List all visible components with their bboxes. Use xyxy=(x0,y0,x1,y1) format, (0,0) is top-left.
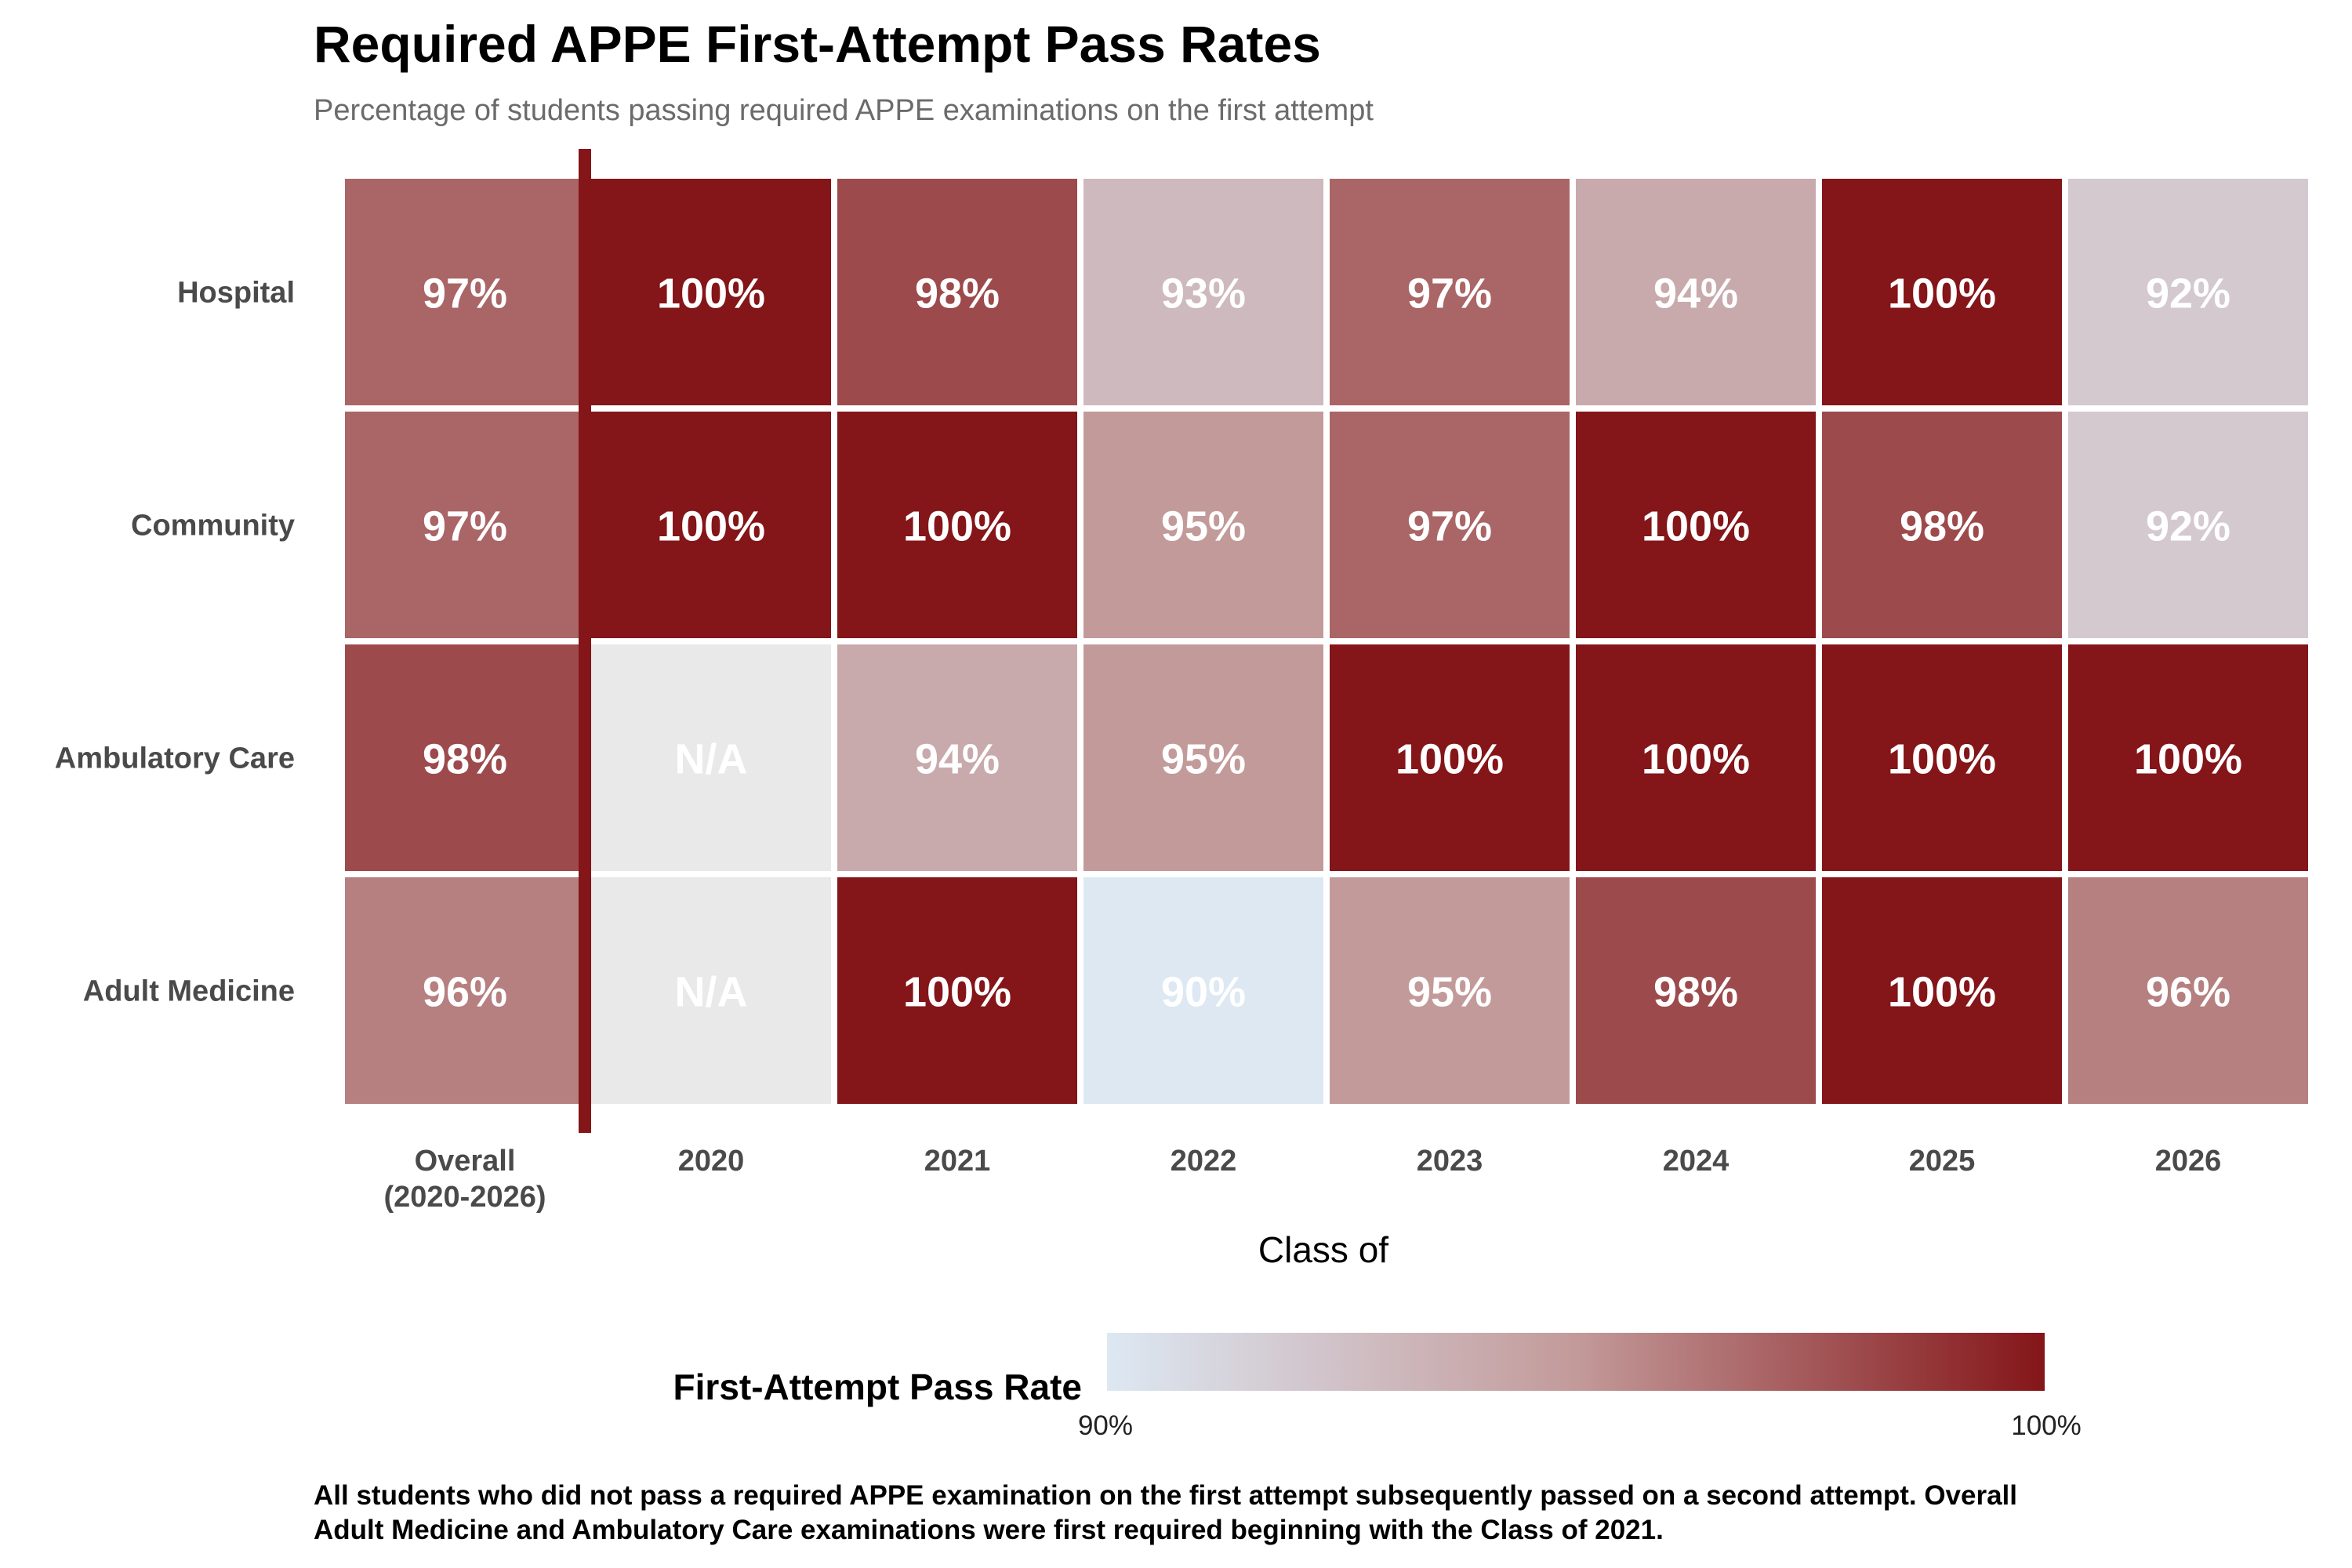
caption-line-2: Adult Medicine and Ambulatory Care exami… xyxy=(314,1515,1664,1545)
heatmap-cell xyxy=(591,179,831,405)
legend-min-label: 90% xyxy=(1078,1410,1133,1441)
heatmap-cell xyxy=(1330,412,1570,638)
heatmap-cell-label: 98% xyxy=(1900,503,1984,550)
heatmap-cell-label: 95% xyxy=(1161,503,1246,550)
heatmap-cell xyxy=(1083,412,1323,638)
legend-max-label: 100% xyxy=(2011,1410,2082,1441)
heatmap-cell xyxy=(1576,644,1816,871)
heatmap-cell xyxy=(591,877,831,1104)
column-label: 2023 xyxy=(1417,1145,1483,1178)
heatmap-cell-label: 90% xyxy=(1161,969,1246,1016)
heatmap-cell xyxy=(1822,644,2062,871)
heatmap-cell-label: N/A xyxy=(675,736,748,783)
heatmap-cell xyxy=(2068,644,2308,871)
heatmap-cell-label: 100% xyxy=(1888,736,1996,783)
heatmap-cell-label: 98% xyxy=(915,270,1000,318)
heatmap-cell xyxy=(2068,877,2308,1104)
heatmap-cell xyxy=(1576,412,1816,638)
heatmap-cell xyxy=(2068,412,2308,638)
column-label: 2026 xyxy=(2155,1145,2222,1178)
heatmap-cells: 97% 100% 98% 93% 97% 94% 100% 92% 97% 100% 100% 95%… xyxy=(345,179,2308,1104)
heatmap-cell-label: 100% xyxy=(1888,270,1996,318)
caption-line-1: All students who did not pass a required… xyxy=(314,1480,2018,1511)
heatmap-cell xyxy=(1576,877,1816,1104)
heatmap-cell xyxy=(1822,877,2062,1104)
heatmap-cell-label: N/A xyxy=(675,969,748,1016)
heatmap-chart: 97% 100% 98% 93% 97% 94% 100% 92% 97% 100% 100% 95%… xyxy=(55,149,2308,1441)
column-label: 2025 xyxy=(1909,1145,1976,1178)
heatmap-cell-label: 100% xyxy=(1888,969,1996,1016)
column-label: 2022 xyxy=(1171,1145,1237,1178)
heatmap-cell-label: 100% xyxy=(903,969,1011,1016)
x-axis-title: Class of xyxy=(1258,1229,1388,1270)
chart-caption: All students who did not pass a required… xyxy=(314,1479,2017,1548)
heatmap-cell-label: 96% xyxy=(2146,969,2230,1016)
heatmap-cell xyxy=(1083,644,1323,871)
row-labels: Hospital Community Ambulatory Care Adult Me… xyxy=(55,277,295,1008)
heatmap-cell xyxy=(591,644,831,871)
heatmap-cell-label: 97% xyxy=(1407,503,1492,550)
heatmap-cell-label: 100% xyxy=(1642,503,1750,550)
heatmap-cell-label: 100% xyxy=(657,270,765,318)
heatmap-cell xyxy=(345,877,585,1104)
heatmap-cell-label: 94% xyxy=(1653,270,1738,318)
heatmap-cell xyxy=(591,412,831,638)
heatmap-cell-label: 100% xyxy=(903,503,1011,550)
heatmap-cell xyxy=(1083,877,1323,1104)
chart-title: Required APPE First-Attempt Pass Rates xyxy=(314,15,1321,73)
column-label: 2024 xyxy=(1663,1145,1730,1178)
heatmap-cell-label: 100% xyxy=(2134,736,2242,783)
heatmap-cell xyxy=(1822,179,2062,405)
heatmap-cell xyxy=(1576,179,1816,405)
heatmap-cell xyxy=(1330,179,1570,405)
heatmap-cell xyxy=(837,644,1077,871)
row-label: Adult Medicine xyxy=(83,975,295,1008)
heatmap-cell-label: 93% xyxy=(1161,270,1246,318)
heatmap-cell xyxy=(837,877,1077,1104)
heatmap-cell xyxy=(837,412,1077,638)
column-label: 2021 xyxy=(924,1145,991,1178)
heatmap-cell xyxy=(1083,179,1323,405)
column-labels: Overall (2020-2026) 2020 2021 2022 2023 2024 20… xyxy=(383,1145,2221,1214)
heatmap-cell-label: 100% xyxy=(1396,736,1504,783)
legend-color-bar xyxy=(1105,1333,2046,1391)
heatmap-cell-label: 96% xyxy=(423,969,507,1016)
heatmap-cell xyxy=(345,644,585,871)
heatmap-cell xyxy=(1822,412,2062,638)
heatmap-cell-label: 100% xyxy=(657,503,765,550)
column-label: 2020 xyxy=(678,1145,745,1178)
column-label: Overall (2020-2026) xyxy=(383,1145,546,1214)
heatmap-cell-label: 98% xyxy=(423,736,507,783)
heatmap-cell-label: 97% xyxy=(423,270,507,318)
heatmap-cell-label: 92% xyxy=(2146,503,2230,550)
heatmap-cell xyxy=(345,412,585,638)
heatmap-cell xyxy=(345,179,585,405)
heatmap-cell-label: 95% xyxy=(1407,969,1492,1016)
heatmap-cell xyxy=(1330,877,1570,1104)
row-label: Hospital xyxy=(177,277,295,310)
legend-title: First-Attempt Pass Rate xyxy=(673,1367,1082,1407)
heatmap-cell-label: 92% xyxy=(2146,270,2230,318)
heatmap-cell xyxy=(2068,179,2308,405)
heatmap-cell xyxy=(837,179,1077,405)
heatmap-cell-label: 95% xyxy=(1161,736,1246,783)
row-label: Ambulatory Care xyxy=(55,742,295,775)
heatmap-cell-label: 94% xyxy=(915,736,1000,783)
heatmap-cell-label: 100% xyxy=(1642,736,1750,783)
heatmap-cell xyxy=(1330,644,1570,871)
heatmap-cell-label: 97% xyxy=(423,503,507,550)
row-label: Community xyxy=(131,510,295,543)
heatmap-cell-label: 97% xyxy=(1407,270,1492,318)
heatmap-cell-label: 98% xyxy=(1653,969,1738,1016)
chart-subtitle: Percentage of students passing required … xyxy=(314,94,1374,127)
